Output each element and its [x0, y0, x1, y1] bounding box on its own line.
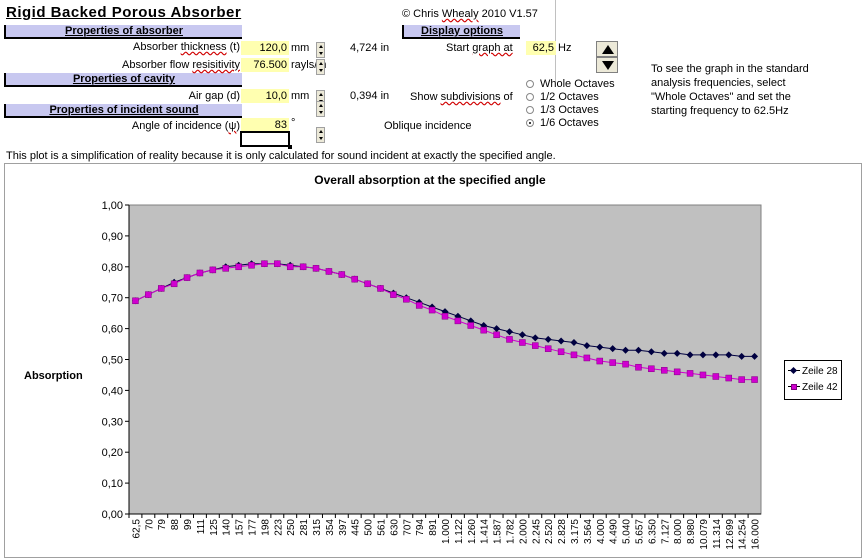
radio-third-octaves[interactable]: 1/3 Octaves [526, 104, 599, 116]
start-graph-label: Start graph at [446, 42, 513, 54]
thickness-spinner[interactable] [316, 42, 325, 58]
start-label-a: Start [446, 42, 473, 54]
radio-label: 1/3 Octaves [540, 104, 599, 116]
radio-circle-icon [526, 80, 534, 88]
copyright-name: Whealy [441, 8, 479, 20]
angle-label-a: Angle of incidence ( [131, 120, 229, 132]
copyright-suffix: 2010 V1.57 [478, 8, 538, 20]
airgap-field[interactable]: 10,0 [241, 89, 289, 103]
thickness-inches: 4,724 in [350, 42, 390, 54]
info-line: "Whole Octaves" and set the [651, 91, 791, 103]
section-absorber: Properties of absorber [4, 25, 242, 39]
airgap-label: Air gap (d) [188, 90, 240, 102]
angle-field[interactable]: 83 [241, 118, 289, 132]
section-cavity: Properties of cavity [4, 73, 242, 87]
resistivity-label-b: resisitivity [192, 59, 240, 71]
start-label-b: graph at [472, 42, 513, 54]
thickness-label: Absorber thickness (t) [60, 41, 240, 53]
angle-label-b: ψ [228, 120, 237, 132]
copyright-text: © Chris Whealy 2010 V1.57 [402, 8, 538, 20]
info-line: analysis frequencies, select [651, 77, 786, 89]
thickness-unit: mm [291, 42, 310, 54]
radio-selected-icon [526, 119, 534, 127]
thickness-label-a: Absorber [132, 41, 181, 53]
y-axis-label: Absorption [24, 370, 83, 382]
radio-label: Whole Octaves [540, 78, 615, 90]
resistivity-spinner[interactable] [316, 59, 325, 75]
copyright-prefix: © Chris [402, 8, 442, 20]
airgap-unit: mm [291, 90, 310, 102]
subdiv-label-c: of [500, 91, 513, 103]
radio-label: 1/6 Octaves [540, 117, 599, 129]
info-line: To see the graph in the standard [651, 63, 809, 75]
angle-spinner-upper[interactable] [316, 101, 325, 117]
info-text: To see the graph in the standard analysi… [651, 62, 809, 118]
subdivisions-label: Show subdivisions of [410, 91, 513, 103]
thickness-field[interactable]: 120,0 [241, 41, 289, 55]
legend-item-series-1: Zeile 28 [788, 366, 838, 378]
radio-half-octaves[interactable]: 1/2 Octaves [526, 91, 599, 103]
subdiv-label-a: Show [410, 91, 441, 103]
simplification-note: This plot is a simplification of reality… [6, 150, 556, 162]
section-sound: Properties of incident sound [4, 104, 242, 118]
angle-label-c: ) [236, 120, 240, 132]
radio-circle-icon [526, 93, 534, 101]
chart-area[interactable] [4, 163, 862, 558]
resistivity-label-a: Absorber flow [122, 59, 193, 71]
angle-spinner[interactable] [316, 127, 325, 143]
info-line: starting frequency to 62.5Hz [651, 105, 789, 117]
radio-circle-icon [526, 106, 534, 114]
angle-label: Angle of incidence (ψ) [60, 120, 240, 132]
legend-label: Zeile 42 [802, 382, 838, 393]
thickness-label-b: thickness [180, 41, 227, 53]
airgap-inches: 0,394 in [350, 90, 390, 102]
section-display: Display options [402, 25, 520, 39]
chart-title: Overall absorption at the specified angl… [314, 173, 546, 187]
radio-label: 1/2 Octaves [540, 91, 599, 103]
subdiv-label-b: subdivisions [440, 91, 501, 103]
start-frequency-down-button[interactable] [596, 57, 618, 73]
incidence-mode: Oblique incidence [384, 120, 472, 132]
radio-whole-octaves[interactable]: Whole Octaves [526, 78, 615, 90]
start-frequency-field[interactable]: 62,5 [526, 41, 556, 55]
arrow-up-icon [602, 45, 614, 54]
resistivity-field[interactable]: 76.500 [241, 58, 289, 72]
cell-selection[interactable] [240, 131, 292, 149]
legend-label: Zeile 28 [802, 366, 838, 377]
radio-sixth-octaves[interactable]: 1/6 Octaves [526, 117, 599, 129]
legend-item-series-2: Zeile 42 [788, 382, 838, 394]
arrow-down-icon [602, 61, 614, 70]
angle-unit: ° [291, 117, 296, 129]
resistivity-label: Absorber flow resisitivity [40, 59, 240, 71]
chart-legend: Zeile 28 Zeile 42 [784, 360, 842, 400]
thickness-label-c: (t) [226, 41, 240, 53]
app-title: Rigid Backed Porous Absorber [6, 4, 242, 21]
start-frequency-unit: Hz [558, 42, 572, 54]
start-frequency-up-button[interactable] [596, 41, 618, 57]
